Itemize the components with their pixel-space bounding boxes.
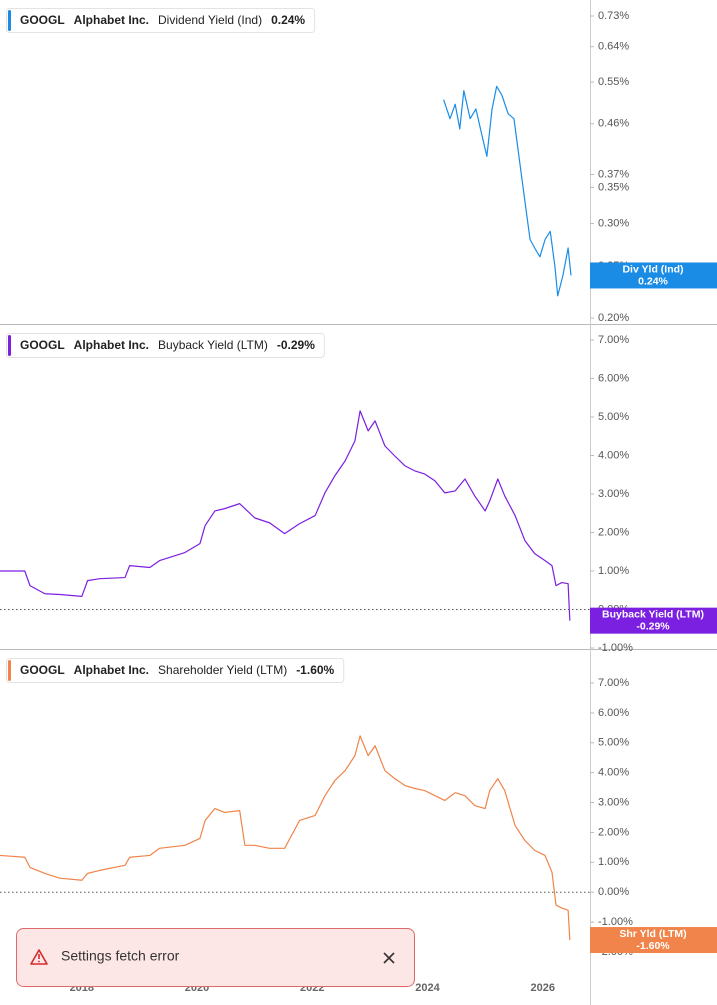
y-tick-label: 2.00% bbox=[598, 826, 629, 838]
value-badge bbox=[590, 262, 717, 289]
badge-value: 0.24% bbox=[638, 275, 668, 287]
legend-swatch bbox=[8, 10, 11, 31]
y-tick-label: 7.00% bbox=[598, 677, 629, 689]
y-tick-label: -1.00% bbox=[598, 916, 633, 928]
legend-ticker: GOOGL bbox=[20, 338, 65, 352]
y-tick-label: 0.46% bbox=[598, 118, 629, 130]
legend-box bbox=[6, 8, 316, 33]
warning-icon-dot bbox=[38, 960, 40, 963]
legend: GOOGL Alphabet Inc. Buyback Yield (LTM) -0.… bbox=[6, 333, 325, 358]
series-line bbox=[443, 85, 572, 297]
legend-ticker: GOOGL bbox=[20, 663, 65, 677]
badge-value: -1.60% bbox=[636, 940, 670, 952]
toast: Settings fetch error bbox=[16, 928, 415, 987]
y-tick-label: 5.00% bbox=[598, 411, 629, 423]
series-line bbox=[0, 410, 571, 621]
y-tick-label: 1.00% bbox=[598, 565, 629, 577]
y-tick-label: 1.00% bbox=[598, 856, 629, 868]
y-tick-label: 0.73% bbox=[598, 10, 629, 22]
y-tick-label: 4.00% bbox=[598, 767, 629, 779]
legend-ticker: GOOGL bbox=[20, 13, 65, 27]
legend: GOOGL Alphabet Inc. Dividend Yield (Ind) 0.… bbox=[6, 8, 316, 33]
warning-icon bbox=[30, 949, 48, 965]
y-tick-label: 0.64% bbox=[598, 41, 629, 53]
close-button[interactable] bbox=[378, 947, 400, 969]
plots: 0.73%0.64%0.55%0.46%0.37%0.35%0.30%0.25%… bbox=[0, 8, 717, 994]
legend-value: -0.29% bbox=[277, 338, 315, 352]
y-tick-label: 0.37% bbox=[598, 168, 629, 180]
legend-metric: Dividend Yield (Ind) bbox=[158, 13, 262, 27]
badge-label: Buyback Yield (LTM) bbox=[602, 608, 704, 620]
y-tick-label: 0.00% bbox=[598, 886, 629, 898]
legend-company: Alphabet Inc. bbox=[74, 663, 149, 677]
y-tick-label: 7.00% bbox=[598, 334, 629, 346]
toast-box bbox=[16, 928, 415, 987]
legend-swatch bbox=[8, 660, 11, 681]
y-tick-label: -1.00% bbox=[598, 642, 633, 654]
legend-box bbox=[6, 333, 325, 358]
y-tick-label: 6.00% bbox=[598, 707, 629, 719]
y-tick-label: 2.00% bbox=[598, 526, 629, 538]
y-tick-label: 0.55% bbox=[598, 76, 629, 88]
legend-value: 0.24% bbox=[271, 13, 305, 27]
y-tick-label: 4.00% bbox=[598, 449, 629, 461]
value-badge bbox=[590, 607, 717, 634]
close-icon[interactable] bbox=[383, 952, 395, 964]
y-tick-label: 3.00% bbox=[598, 488, 629, 500]
legend-swatch bbox=[8, 335, 11, 356]
badge-label: Div Yld (Ind) bbox=[622, 263, 683, 275]
legend-company: Alphabet Inc. bbox=[74, 13, 149, 27]
legend-metric: Buyback Yield (LTM) bbox=[158, 338, 268, 352]
y-tick-label: 6.00% bbox=[598, 372, 629, 384]
y-tick-label: 0.35% bbox=[598, 181, 629, 193]
x-tick-label: 2024 bbox=[415, 982, 440, 994]
y-tick-label: 3.00% bbox=[598, 796, 629, 808]
badge-label: Shr Yld (LTM) bbox=[619, 928, 686, 940]
x-tick-label: 2026 bbox=[531, 982, 555, 994]
badge-value: -0.29% bbox=[636, 620, 670, 632]
series-line bbox=[0, 735, 571, 941]
legend-value: -1.60% bbox=[296, 663, 334, 677]
y-tick-label: 0.20% bbox=[598, 312, 629, 324]
y-tick-label: 5.00% bbox=[598, 737, 629, 749]
value-badge bbox=[590, 927, 717, 954]
legend: GOOGL Alphabet Inc. Shareholder Yield (LTM… bbox=[6, 658, 345, 683]
legend-metric: Shareholder Yield (LTM) bbox=[158, 663, 287, 677]
legend-box bbox=[6, 658, 345, 683]
toast-message: Settings fetch error bbox=[61, 948, 180, 964]
legend-company: Alphabet Inc. bbox=[74, 338, 149, 352]
y-tick-label: 0.30% bbox=[598, 217, 629, 229]
